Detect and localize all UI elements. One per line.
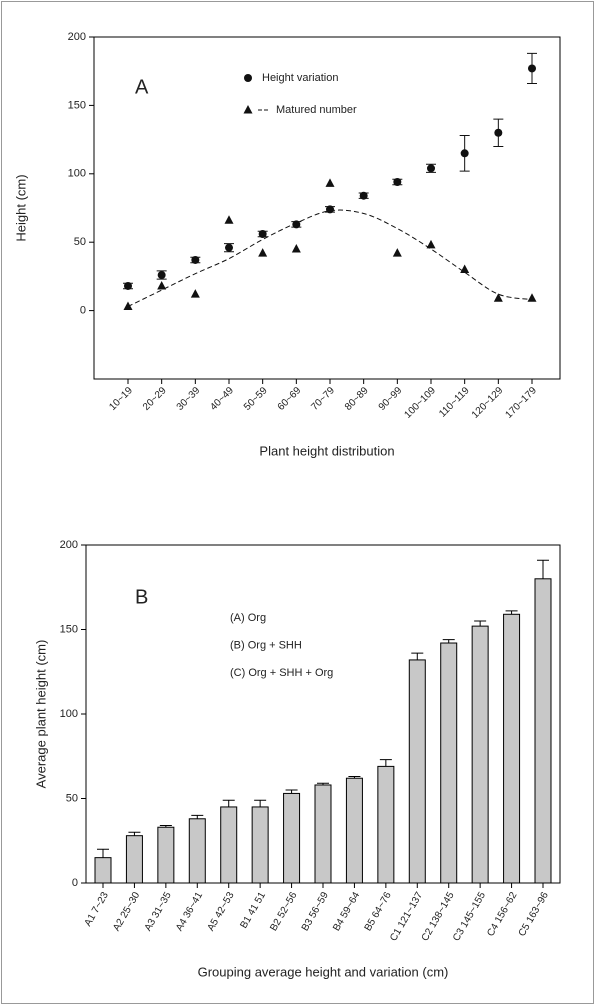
bar: [188, 818, 206, 884]
triangle-point: [392, 248, 402, 257]
y-tick-label: 0: [80, 305, 86, 317]
y-tick-label: 50: [74, 236, 86, 248]
y-tick-label: 150: [60, 623, 78, 635]
triangle-point: [460, 264, 470, 274]
bar: [157, 826, 175, 884]
point: [292, 220, 301, 229]
bar: [503, 613, 521, 884]
triangle-point: [243, 105, 253, 114]
y-tick-label: 150: [68, 99, 86, 111]
bar: [251, 806, 269, 884]
y-tick-label: 200: [68, 31, 86, 43]
bar: [471, 625, 489, 884]
triangle-point: [325, 178, 335, 187]
y-tick-label: 0: [72, 877, 78, 889]
annotation: (B) Org + SHH: [230, 639, 302, 651]
point: [393, 178, 402, 187]
triangle-point: [258, 248, 268, 257]
y-axis-title: Average plant height (cm): [33, 640, 48, 789]
legend-label: Height variation: [262, 72, 338, 84]
point: [359, 191, 368, 200]
point: [460, 149, 469, 158]
point: [225, 243, 233, 252]
point: [528, 64, 536, 73]
triangle-point: [291, 244, 301, 253]
bar: [314, 784, 332, 884]
point: [258, 229, 267, 238]
y-tick-label: 200: [60, 539, 78, 551]
point: [124, 281, 132, 290]
bar: [534, 578, 552, 884]
y-tick-label: 100: [68, 168, 86, 180]
y-tick-label: 50: [66, 792, 78, 804]
bar: [94, 857, 112, 884]
x-axis-title: Grouping average height and variation (c…: [198, 964, 449, 979]
point: [191, 255, 200, 264]
triangle-point: [224, 215, 234, 224]
bar: [408, 659, 426, 884]
plot-frame: [93, 36, 561, 380]
bar: [220, 806, 238, 884]
triangle-point: [190, 289, 200, 298]
bar: [125, 835, 143, 884]
x-axis-title: Plant height distribution: [259, 443, 394, 458]
bar: [440, 642, 458, 884]
bar: [377, 765, 395, 884]
legend-label: Matured number: [276, 104, 357, 116]
annotation: (C) Org + SHH + Org: [230, 667, 333, 679]
annotation: (A) Org: [230, 612, 266, 624]
triangle-point: [493, 293, 503, 302]
y-tick-label: 100: [60, 708, 78, 720]
bar: [345, 777, 363, 884]
fit-curve: [127, 209, 533, 307]
y-axis-title: Height (cm): [13, 174, 28, 241]
point: [157, 271, 166, 280]
panel-letter: B: [135, 586, 148, 608]
bar: [283, 792, 301, 884]
point: [427, 164, 435, 173]
point: [244, 74, 252, 82]
triangle-point: [527, 293, 537, 302]
panel-letter: A: [135, 76, 149, 98]
triangle-point: [426, 239, 436, 249]
triangle-point: [123, 301, 133, 310]
triangle-point: [157, 280, 167, 290]
point: [494, 128, 503, 137]
point: [326, 205, 334, 214]
